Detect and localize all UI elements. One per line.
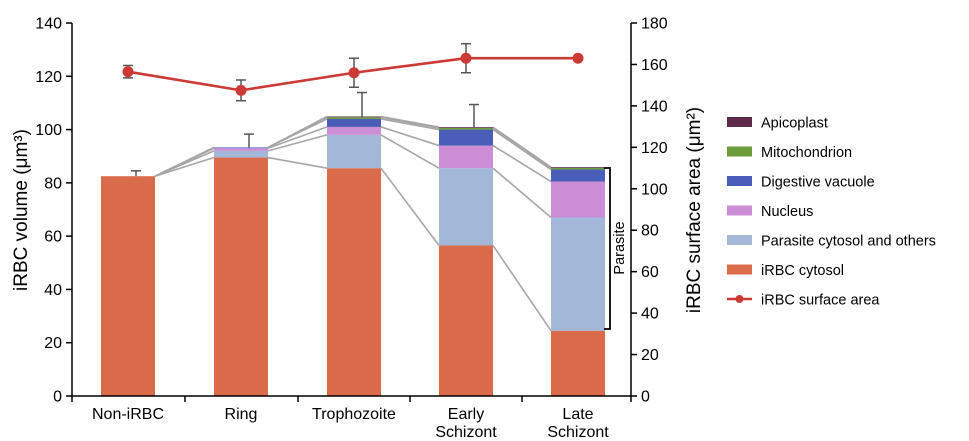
bar-segment (551, 217, 605, 331)
bar-segment (551, 167, 605, 168)
bar-segment (214, 147, 268, 149)
bar-segment (214, 157, 268, 396)
y-tick-label: 20 (44, 335, 62, 352)
bar-segment (327, 134, 381, 169)
bars (101, 116, 605, 396)
legend-label: iRBC surface area (761, 293, 880, 309)
right-axis-ticks: 0 20 40 60 80 100 120 140 160 180 (631, 16, 668, 406)
bar-segment (101, 176, 155, 396)
surface-area-point (235, 84, 247, 96)
bar-segment (214, 150, 268, 158)
y-tick-label: 60 (44, 229, 62, 246)
legend-label: iRBC cytosol (761, 263, 844, 279)
category-label: Late (562, 406, 593, 423)
axes (71, 23, 632, 397)
surface-area-point (348, 67, 360, 79)
stack-connector (267, 115, 328, 149)
bar-segment (327, 118, 381, 127)
stack-connector (267, 126, 328, 149)
y-axis-label: iRBC volume (μm³) (11, 129, 32, 291)
bar-segment (327, 116, 381, 118)
bar-segment (214, 148, 268, 151)
legend-marker (735, 295, 744, 303)
legend-label: Digestive vacuole (761, 175, 875, 191)
volume-error-bars (131, 91, 479, 177)
bar-segment (327, 117, 381, 119)
y-tick-label: 140 (35, 16, 62, 33)
bar-segment (551, 169, 605, 182)
legend-swatch (727, 146, 752, 157)
y2-tick-label: 140 (641, 98, 668, 115)
legend-swatch (727, 176, 752, 186)
stack-connector (380, 115, 440, 128)
left-axis-ticks: 0 20 40 60 80 100 120 140 (35, 16, 72, 406)
stack-connector (267, 156, 328, 169)
stack-connector (380, 118, 440, 131)
y2-tick-label: 120 (641, 140, 668, 157)
stack-connector (154, 156, 215, 177)
stack-connector (380, 126, 440, 147)
parasite-bracket: Parasite (604, 167, 628, 330)
y-tick-label: 0 (53, 389, 62, 406)
category-label: Trophozoite (312, 406, 396, 423)
stack-connector (154, 146, 215, 177)
stack-connector (492, 128, 552, 171)
y2-tick-label: 40 (641, 306, 659, 323)
bar-segment (327, 168, 381, 396)
y2-tick-label: 0 (641, 389, 650, 406)
y2-tick-label: 20 (641, 347, 659, 364)
surface-area-point (460, 52, 472, 64)
y-tick-label: 40 (44, 282, 62, 299)
stack-connector (492, 144, 552, 183)
stack-connector (492, 167, 552, 219)
bar-segment (551, 330, 605, 396)
category-label: Ring (225, 406, 258, 423)
bar-segment (439, 145, 493, 169)
legend-swatch (727, 235, 752, 245)
y2-axis-label: iRBC surface area (μm²) (684, 107, 705, 313)
bar-segment (439, 245, 493, 396)
parasite-bracket-label: Parasite (612, 221, 628, 274)
parasite-bracket-line (604, 167, 611, 330)
y2-tick-label: 80 (641, 223, 659, 240)
stack-connector (492, 126, 552, 168)
legend-label: Apicoplast (761, 116, 828, 132)
bar-segment (439, 127, 493, 128)
surface-area-point (122, 66, 134, 78)
category-labels: Non-iRBC Ring Trophozoite EarlySchizontLate… (71, 396, 632, 441)
stack-connector-lines (154, 115, 552, 332)
category-label: Schizont (435, 424, 497, 441)
legend-label: Parasite cytosol and others (761, 234, 936, 250)
stack-connector (380, 167, 440, 246)
y-tick-label: 120 (35, 69, 62, 86)
stack-connector (267, 134, 328, 152)
stack-connector (492, 245, 552, 332)
bar-segment (439, 127, 493, 130)
y2-tick-label: 180 (641, 16, 668, 33)
y-tick-label: 100 (35, 122, 62, 139)
category-label: Schizont (547, 424, 609, 441)
bar-segment (327, 126, 381, 135)
legend-label: Mitochondrion (761, 145, 852, 161)
category-label: Early (448, 406, 484, 423)
stack-connector (380, 134, 440, 169)
legend-swatch (727, 205, 752, 216)
y2-tick-label: 60 (641, 264, 659, 281)
bar-segment (551, 167, 605, 170)
y-tick-label: 80 (44, 175, 62, 192)
legend-label: Nucleus (761, 204, 813, 220)
bar-segment (439, 168, 493, 246)
legend-swatch (727, 117, 752, 127)
surface-area-line (122, 42, 584, 102)
legend: Apicoplast Mitochondrion Digestive vacuole… (727, 116, 936, 309)
surface-area-point (572, 52, 584, 64)
legend-swatch (727, 264, 752, 275)
y2-tick-label: 100 (641, 181, 668, 198)
y2-tick-label: 160 (641, 57, 668, 74)
bar-segment (439, 129, 493, 146)
bar-segment (551, 181, 605, 218)
category-label: Non-iRBC (92, 406, 164, 423)
